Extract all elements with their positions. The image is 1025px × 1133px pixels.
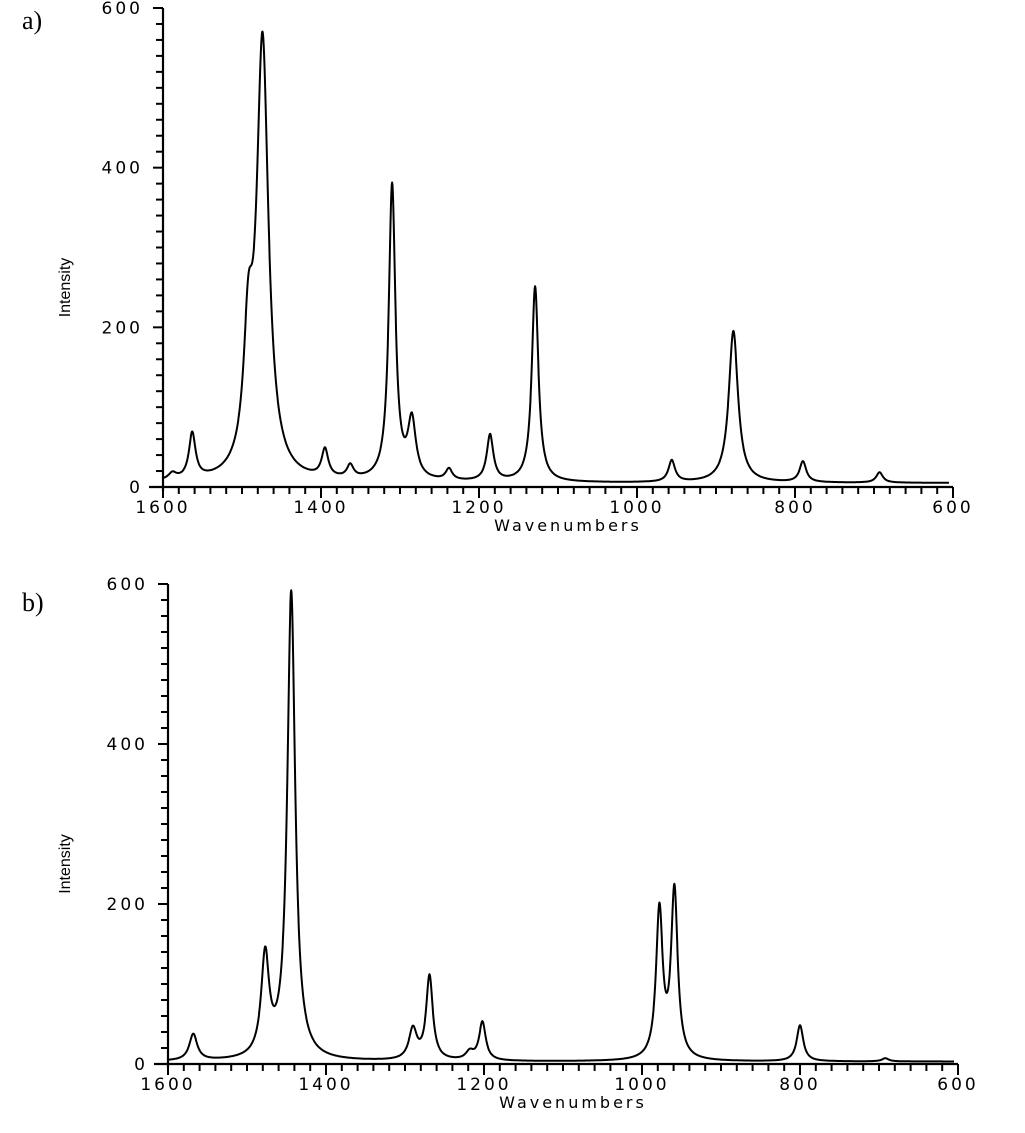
panel-label-b: b) (22, 588, 44, 617)
x-tick-label: 1600 (140, 1075, 195, 1095)
panel-label-a: a) (22, 6, 43, 35)
spectrum-panel-a: a) 0 200 400 600 1600 1400 1200 1000 800 600 Waven… (0, 0, 1025, 560)
y-tick-label: 200 (102, 318, 143, 338)
y-tick-label: 400 (102, 159, 143, 179)
x-axis-title: Wavenumbers (494, 516, 642, 535)
spectrum-line (162, 30, 950, 484)
y-tick-label: 600 (107, 575, 148, 595)
y-tick-label: 0 (129, 478, 143, 498)
y-tick-label: 0 (134, 1055, 148, 1075)
y-axis-title: Intensity (57, 258, 74, 318)
x-tick-label: 1200 (451, 498, 506, 518)
spectrum-chart-b: 0 200 400 600 1600 1400 1200 1000 800 600 Wavenumb… (57, 575, 978, 1112)
x-tick-label: 800 (779, 1075, 820, 1095)
x-tick-label: 600 (937, 1075, 978, 1095)
y-axis-title: Intensity (57, 834, 74, 894)
spectrum-line (167, 589, 955, 1063)
x-axis-title: Wavenumbers (499, 1093, 647, 1112)
x-tick-label: 1600 (135, 498, 190, 518)
y-tick-label: 600 (102, 0, 143, 19)
x-tick-label: 600 (932, 498, 973, 518)
spectrum-panel-b: b) 0 200 400 600 1600 1400 1200 1000 800 600 Waven… (0, 570, 1025, 1133)
x-tick-label: 1000 (614, 1075, 669, 1095)
spectrum-chart-a: 0 200 400 600 1600 1400 1200 1000 800 600 Wavenumb… (57, 0, 973, 535)
y-tick-label: 400 (107, 735, 148, 755)
x-tick-label: 1200 (456, 1075, 511, 1095)
x-tick-label: 1400 (293, 498, 348, 518)
x-tick-label: 1000 (609, 498, 664, 518)
y-tick-label: 200 (107, 895, 148, 915)
x-tick-label: 1400 (298, 1075, 353, 1095)
x-tick-label: 800 (774, 498, 815, 518)
